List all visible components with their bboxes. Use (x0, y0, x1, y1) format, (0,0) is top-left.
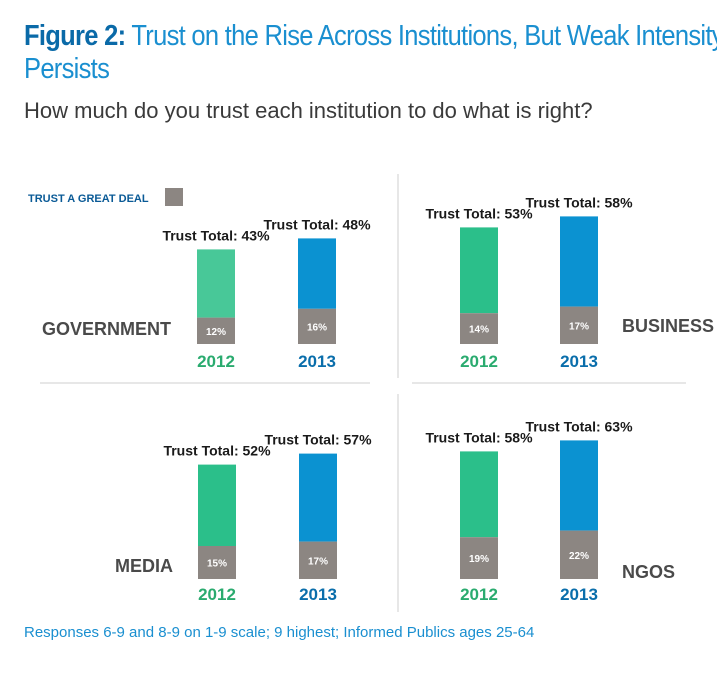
deal-value-media-2013: 17% (308, 556, 328, 567)
bar-total-media-2013 (299, 453, 337, 542)
chart-footnote: Responses 6-9 and 8-9 on 1-9 scale; 9 hi… (24, 624, 535, 641)
deal-value-ngos-2013: 22% (569, 551, 589, 562)
bar-total-ngos-2012 (460, 451, 498, 538)
bar-deal-ngos-2012 (460, 537, 498, 579)
bar-total-media-2012 (198, 464, 236, 546)
year-label-business-2012: 2012 (460, 352, 498, 371)
bar-total-business-2012 (460, 227, 498, 314)
bar-deal-government-2012 (197, 317, 235, 344)
panel-label-business: BUSINESS (622, 316, 714, 336)
total-label-business-2013: Trust Total: 58% (525, 194, 633, 210)
deal-value-government-2012: 12% (206, 327, 226, 338)
year-label-media-2012: 2012 (198, 585, 236, 604)
bar-deal-ngos-2013 (560, 530, 598, 579)
panel-label-ngos: NGOS (622, 562, 675, 582)
bar-deal-media-2012 (198, 546, 236, 579)
year-label-business-2013: 2013 (560, 352, 598, 371)
panel-label-media: MEDIA (115, 556, 173, 576)
figure-label: Figure 2: (24, 20, 126, 52)
deal-value-business-2012: 14% (469, 325, 489, 336)
total-label-government-2012: Trust Total: 43% (162, 227, 270, 243)
total-label-media-2013: Trust Total: 57% (264, 432, 372, 448)
panel-label-government: GOVERNMENT (42, 319, 171, 339)
deal-value-business-2013: 17% (569, 321, 589, 332)
bar-deal-business-2013 (560, 306, 598, 344)
total-label-ngos-2013: Trust Total: 63% (525, 418, 633, 434)
figure-title-line2: Persists (24, 53, 110, 85)
bar-deal-media-2013 (299, 541, 337, 579)
deal-value-government-2013: 16% (307, 322, 327, 333)
year-label-ngos-2013: 2013 (560, 585, 598, 604)
total-label-media-2012: Trust Total: 52% (163, 443, 271, 459)
bar-total-government-2012 (197, 249, 235, 318)
total-label-government-2013: Trust Total: 48% (263, 216, 371, 232)
total-label-business-2012: Trust Total: 53% (425, 205, 533, 221)
year-label-government-2012: 2012 (197, 352, 235, 371)
bar-deal-government-2013 (298, 308, 336, 344)
bar-deal-business-2012 (460, 313, 498, 344)
legend-swatch (165, 188, 183, 206)
year-label-ngos-2012: 2012 (460, 585, 498, 604)
chart-subtitle: How much do you trust each institution t… (24, 98, 593, 123)
deal-value-media-2012: 15% (207, 559, 227, 570)
deal-value-ngos-2012: 19% (469, 554, 489, 565)
bar-total-government-2013 (298, 238, 336, 309)
year-label-government-2013: 2013 (298, 352, 336, 371)
bar-total-business-2013 (560, 216, 598, 307)
figure-title-line1: Trust on the Rise Across Institutions, B… (131, 20, 717, 52)
year-label-media-2013: 2013 (299, 585, 337, 604)
bar-total-ngos-2013 (560, 440, 598, 531)
figure-title: Figure 2: Trust on the Rise Across Insti… (24, 20, 717, 86)
total-label-ngos-2012: Trust Total: 58% (425, 429, 533, 445)
legend-label: TRUST A GREAT DEAL (28, 193, 149, 205)
